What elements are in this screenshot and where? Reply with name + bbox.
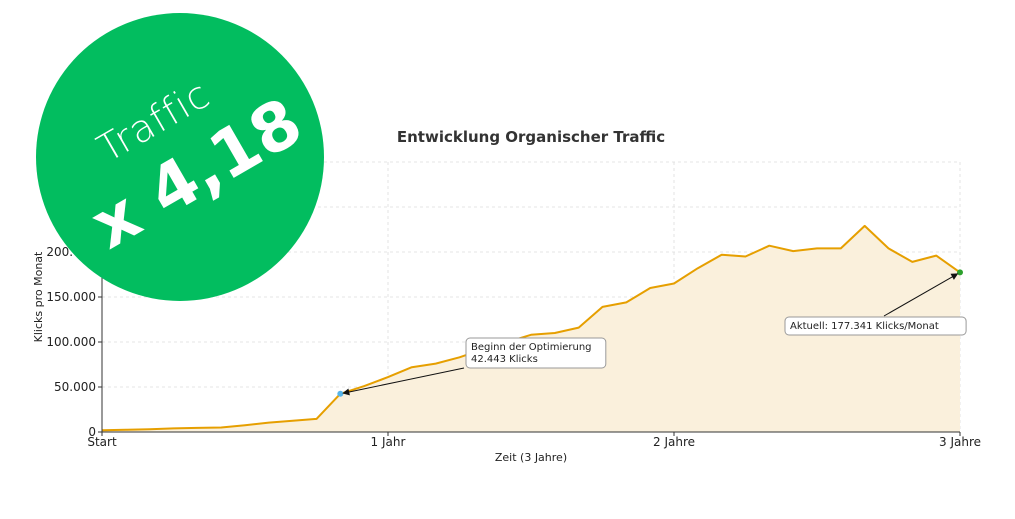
annotation-arrow: [346, 367, 465, 394]
x-tick-label: 3 Jahre: [939, 435, 981, 449]
area-fill-layer: [101, 224, 961, 432]
traffic-line: [101, 224, 961, 432]
annotation: Aktuell: 177.341 Klicks/Monat: [784, 269, 967, 336]
x-tick-label: 2 Jahre: [653, 435, 695, 449]
annotation-text: Beginn der Optimierung: [471, 342, 592, 353]
y-tick-label: 150.000: [46, 290, 96, 304]
annotation-text: 42.443 Klicks: [471, 354, 538, 365]
annotation-box: [465, 337, 607, 369]
traffic-area: [102, 225, 960, 432]
tick-labels: Start 1 Jahr 2 Jahre 3 Jahre 0 50.000 100.000 1…: [46, 245, 981, 449]
y-tick-label: 0: [88, 425, 96, 439]
y-tick-label: 100.000: [46, 335, 96, 349]
annotation-arrowhead: [342, 388, 350, 396]
annotation-box: [784, 316, 967, 336]
annotation-arrow: [883, 274, 956, 317]
traffic-growth-badge: Traffic x 4,18: [36, 13, 324, 301]
x-axis-label: Zeit (3 Jahre): [495, 451, 567, 464]
annotation-text: Aktuell: 177.341 Klicks/Monat: [790, 321, 939, 332]
annotation-arrowhead: [950, 273, 959, 280]
x-tick-label: Start: [87, 435, 117, 449]
annotation-marker: [957, 269, 963, 276]
x-tick-label: 1 Jahr: [371, 435, 406, 449]
annotation-marker: [337, 390, 344, 397]
y-axis-label: Klicks pro Monat: [32, 251, 45, 342]
y-tick-label: 50.000: [54, 380, 96, 394]
chart-title: Entwicklung Organischer Traffic: [397, 128, 665, 146]
